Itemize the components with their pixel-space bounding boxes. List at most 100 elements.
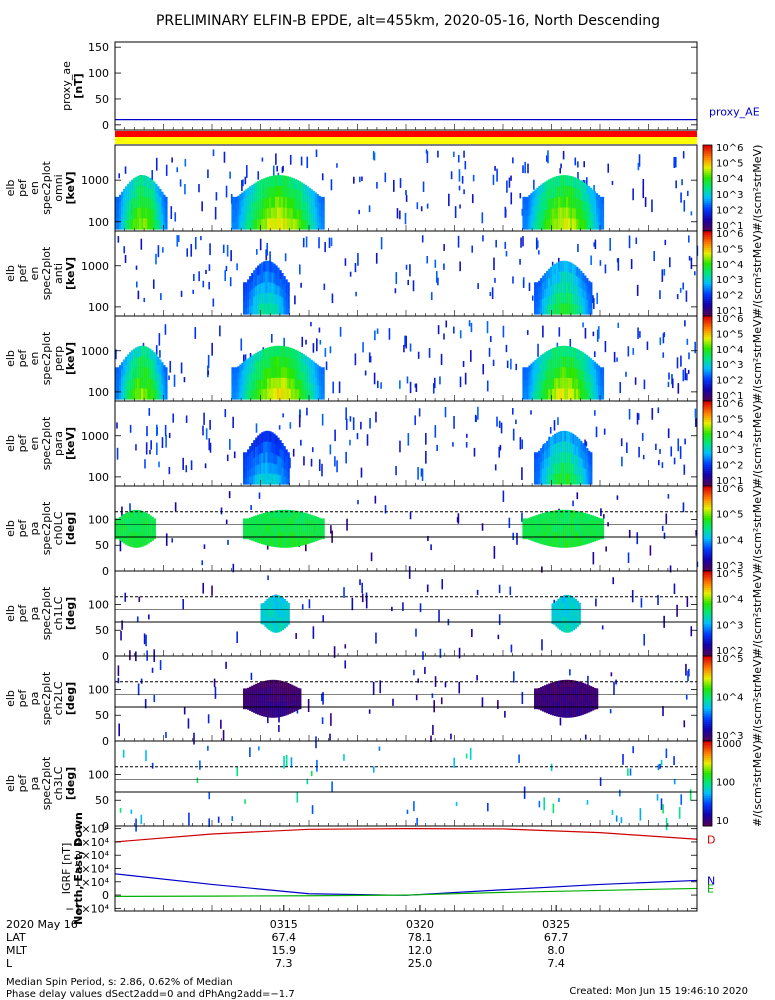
spectrogram-mark	[153, 219, 156, 230]
spectrogram-mark	[283, 688, 286, 696]
spectrogram-mark	[270, 538, 274, 547]
spectrogram-mark	[247, 212, 250, 222]
spectrogram-mark	[123, 188, 126, 198]
spectrogram-mark	[278, 425, 281, 430]
ylabel-line: pa	[28, 607, 41, 621]
spectrogram-mark	[185, 415, 188, 423]
spectrogram-mark	[683, 200, 686, 212]
spectrogram-mark	[593, 376, 597, 385]
spectrogram-mark	[676, 293, 679, 300]
spectrogram-mark	[562, 150, 565, 160]
spectrogram-mark	[300, 362, 303, 372]
spectrogram-mark	[621, 456, 623, 467]
spectrogram-mark	[121, 520, 124, 527]
spectrogram-mark	[556, 272, 559, 284]
spectrogram-mark	[370, 552, 373, 562]
spectrogram-mark	[597, 385, 601, 393]
spectrogram-mark	[572, 539, 575, 548]
spectrogram-mark	[269, 176, 272, 188]
spectrogram-mark	[250, 526, 254, 532]
spectrogram-mark	[590, 255, 592, 266]
spectrogram-mark	[257, 445, 260, 456]
spectrogram-mark	[283, 276, 286, 285]
spectrogram-mark	[267, 462, 270, 474]
spectrogram-mark	[593, 391, 597, 400]
spectrogram-mark	[574, 294, 577, 305]
spectrogram-mark	[279, 610, 283, 618]
spectrogram-mark	[522, 526, 525, 532]
spectrogram-mark	[636, 532, 639, 545]
spectrogram-mark	[586, 285, 589, 294]
spectrogram-mark	[568, 261, 571, 273]
spectrogram-mark	[239, 378, 242, 386]
spectrogram-mark	[496, 168, 498, 182]
spectrogram-mark	[542, 353, 545, 364]
spectrogram-mark	[145, 218, 148, 230]
colorbar-cell	[703, 390, 712, 393]
spectrogram-mark	[306, 537, 309, 545]
spectrogram-mark	[570, 207, 573, 220]
spectrogram-mark	[564, 271, 567, 283]
spectrogram-mark	[278, 388, 282, 400]
spectrogram-mark	[276, 517, 280, 526]
ytick-label: 0	[102, 119, 109, 132]
spectrogram-mark	[149, 178, 152, 189]
spectrogram-mark	[589, 204, 593, 214]
spectrogram-mark	[172, 413, 175, 423]
spectrogram-mark	[283, 461, 286, 470]
spectrogram-mark	[388, 328, 391, 340]
spectrogram-mark	[542, 691, 545, 697]
colorbar-cell	[703, 277, 712, 281]
spectrogram-mark	[264, 518, 268, 526]
spectrogram-mark	[376, 380, 379, 389]
spectrogram-mark	[589, 374, 593, 384]
colorbar-cell	[703, 233, 712, 236]
colorbar-cell	[703, 651, 712, 655]
spectrogram-mark	[286, 207, 290, 220]
spectrogram-mark	[586, 684, 589, 691]
spectrogram-mark	[269, 357, 272, 369]
spectrogram-mark	[119, 222, 122, 230]
colorbar-cell	[703, 532, 712, 536]
spectrogram-mark	[115, 216, 118, 224]
colorbar-cell	[703, 694, 712, 697]
spectrogram-mark	[269, 431, 272, 443]
spectrogram-mark	[552, 208, 555, 220]
spectrogram-mark	[521, 467, 523, 481]
spectrogram-mark	[281, 281, 284, 291]
spectrogram-mark	[231, 816, 234, 821]
spectrogram-mark	[562, 709, 565, 718]
spectrogram-mark	[143, 511, 146, 520]
spectrogram-mark	[265, 271, 268, 283]
ylabel-line: spec2plot	[40, 246, 53, 300]
spectrogram-mark	[292, 178, 296, 190]
colorbar-cell	[703, 420, 712, 423]
spectrogram-mark	[344, 660, 347, 669]
spectrogram-mark	[300, 371, 303, 382]
spectrogram-mark	[284, 356, 288, 369]
spectrogram-mark	[314, 391, 317, 400]
spectrogram-mark	[597, 201, 601, 210]
spectrogram-mark	[580, 379, 583, 390]
spectrogram-mark	[318, 530, 321, 536]
colorbar-cell	[703, 394, 712, 398]
spectrogram-mark	[261, 189, 264, 200]
spectrogram-mark	[512, 276, 514, 284]
spectrogram-mark	[394, 288, 397, 294]
spectrogram-mark	[269, 271, 272, 283]
spectrogram-mark	[296, 531, 299, 540]
spectrogram-mark	[536, 471, 539, 479]
spectrogram-mark	[271, 303, 274, 315]
spectrogram-mark	[161, 191, 164, 200]
spectrogram-mark	[304, 537, 307, 545]
spectrogram-mark	[259, 360, 262, 371]
spectrogram-mark	[542, 686, 545, 692]
spectrogram-mark	[550, 358, 553, 370]
colorbar-cell	[703, 200, 712, 204]
spectrogram-mark	[582, 689, 585, 696]
spectrogram-mark	[576, 681, 579, 689]
spectrogram-mark	[149, 218, 152, 230]
spectrogram-mark	[269, 367, 272, 379]
spectrogram-mark	[540, 285, 543, 294]
spectrogram-mark	[588, 477, 591, 485]
